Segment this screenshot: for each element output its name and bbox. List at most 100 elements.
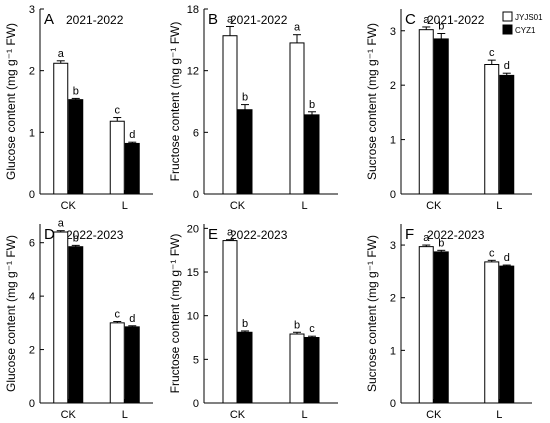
significance-letter: b [438,237,444,249]
legend-swatch-cyz1 [502,24,513,35]
panel-letter: C [405,11,416,28]
y-axis-label: Fructose content (mg g⁻¹ FW) [168,22,182,182]
y-tick-label: 10 [187,311,199,323]
legend: JYJS01 CYZ1 [502,11,543,35]
panel-period: 2022-2023 [66,228,124,242]
bar-jyjs01-ck [53,62,69,195]
bar-cyz1-l [499,74,515,195]
bar-jyjs01-l [484,64,500,195]
significance-letter: c [115,105,121,117]
significance-letter: d [129,313,135,325]
y-tick-label: 5 [193,354,199,366]
significance-letter: a [423,14,430,26]
significance-letter: d [129,129,135,141]
y-tick-label: 18 [187,4,199,16]
bar-cyz1-ck [237,331,253,404]
bar-cyz1-ck [237,109,253,195]
x-tick-label: CK [230,409,246,421]
bar-jyjs01-ck [418,29,434,195]
y-tick-label: 2 [390,80,396,92]
x-tick-label: CK [426,200,442,212]
significance-letter: c [489,247,495,259]
y-tick-label: 6 [193,127,199,139]
x-tick-label: CK [426,409,442,421]
bar-cyz1-l [304,114,320,195]
bar-jyjs01-ck [418,246,434,404]
y-tick-label: 0 [29,398,35,410]
y-tick-label: 1 [29,127,35,139]
x-tick-label: L [496,200,502,212]
bar-cyz1-ck [433,251,449,404]
x-tick-label: CK [230,200,246,212]
x-tick-label: L [122,409,128,421]
panel-period: 2021-2022 [66,13,124,27]
y-tick-label: 2 [29,345,35,357]
y-axis-label: Sucrose content (mg g⁻¹ FW) [365,235,379,392]
y-tick-label: 0 [390,189,396,201]
x-tick-label: CK [61,409,77,421]
x-tick-label: L [301,200,307,212]
y-tick-label: 15 [187,267,199,279]
significance-letter: a [227,13,234,25]
panel-letter: E [208,226,218,243]
panel-letter: D [44,226,55,243]
bar-jyjs01-ck [222,35,238,195]
y-axis-label: Sucrose content (mg g⁻¹ FW) [365,23,379,180]
bar-jyjs01-ck [53,231,69,404]
bar-cyz1-l [499,265,515,404]
legend-label-jyjs01: JYJS01 [515,13,543,22]
significance-letter: b [309,99,315,111]
significance-letter: a [294,22,301,34]
significance-letter: a [58,218,65,230]
significance-letter: b [242,92,248,104]
significance-letter: a [58,48,65,60]
y-tick-label: 0 [193,398,199,410]
significance-letter: b [438,20,444,32]
panel-letter: B [208,11,218,28]
bar-jyjs01-ck [222,240,238,404]
bar-cyz1-ck [433,38,449,195]
significance-letter: a [423,232,430,244]
significance-letter: b [242,318,248,330]
bar-jyjs01-l [289,333,305,404]
bar-cyz1-ck [68,246,84,404]
legend-swatch-jyjs01 [502,11,513,22]
y-axis-label: Glucose content (mg g⁻¹ FW) [4,23,18,180]
y-tick-label: 0 [193,189,199,201]
y-tick-label: 3 [390,240,396,252]
x-tick-label: L [122,200,128,212]
y-tick-label: 2 [29,66,35,78]
panel-f: 0 1 2 3 Sucrose content (mg g⁻¹ FW) F 2022-202… [365,224,532,421]
bar-jyjs01-l [289,42,305,195]
panel-letter: F [405,226,414,243]
bar-jyjs01-l [109,120,125,195]
significance-letter: b [73,85,79,97]
significance-letter: c [115,309,121,321]
panel-e: 0 5 10 15 20 Fructose content (mg g⁻¹ FW) E 202… [168,223,338,421]
y-tick-label: 0 [390,398,396,410]
bar-jyjs01-l [484,261,500,404]
panel-period: 2021-2022 [427,13,485,27]
y-tick-label: 0 [29,189,35,201]
bar-cyz1-ck [68,99,84,195]
y-tick-label: 1 [390,135,396,147]
significance-letter: c [309,323,315,335]
significance-letter: c [489,47,495,59]
x-tick-label: CK [61,200,77,212]
y-tick-label: 3 [390,26,396,38]
significance-letter: d [504,60,510,72]
y-axis-label: Fructose content (mg g⁻¹ FW) [168,234,182,394]
panel-letter: A [44,11,54,28]
panel-period: 2022-2023 [427,228,485,242]
panel-a: 0 1 2 3 Glucose content (mg g⁻¹ FW) A 2021-202… [4,4,153,212]
x-tick-label: L [496,409,502,421]
y-tick-label: 3 [29,4,35,16]
legend-label-cyz1: CYZ1 [515,26,536,35]
significance-letter: b [73,232,79,244]
x-tick-label: L [301,409,307,421]
significance-letter: a [227,227,234,239]
panel-c: 0 1 2 3 Sucrose content (mg g⁻¹ FW) C 2021-202… [365,9,532,212]
y-axis-label: Glucose content (mg g⁻¹ FW) [4,235,18,392]
bar-jyjs01-l [109,322,125,404]
